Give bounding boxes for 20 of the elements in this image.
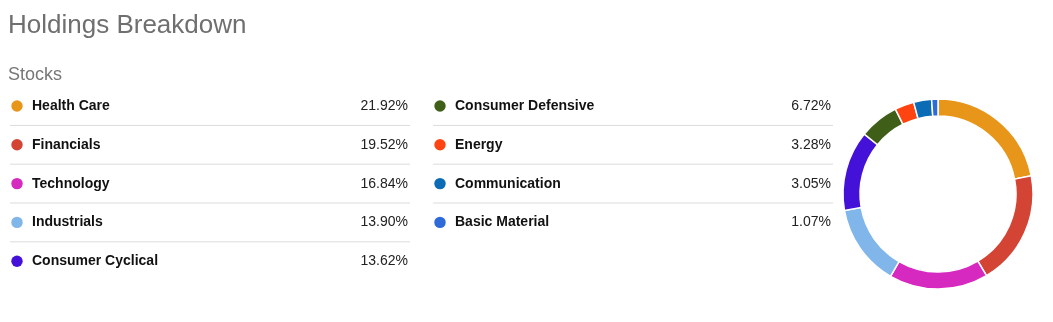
data-label: 3.05%: [791, 174, 831, 191]
data-label: 19.52%: [360, 135, 408, 152]
legend-label: Communication: [455, 174, 561, 191]
data-label: 13.90%: [360, 213, 408, 230]
data-label: 21.92%: [360, 97, 408, 113]
data-label: 3.28%: [791, 135, 831, 152]
chart-title: Holdings Breakdown: [8, 9, 247, 39]
legend-label: Technology: [32, 174, 110, 191]
legend-label: Health Care: [32, 97, 111, 113]
data-label: 13.62%: [360, 252, 408, 269]
data-label: 6.72%: [791, 97, 831, 113]
legend-label: Financials: [32, 135, 101, 152]
data-label: 16.84%: [360, 174, 408, 191]
data-label: 1.07%: [791, 213, 831, 230]
legend-label: Consumer Defensive: [455, 97, 595, 113]
legend-label: Industrials: [32, 213, 104, 230]
legend-label: Consumer Cyclical: [32, 252, 159, 269]
chart-subtitle: Stocks: [8, 64, 63, 84]
legend-label: Basic Material: [455, 213, 550, 230]
legend-label: Energy: [455, 135, 503, 152]
